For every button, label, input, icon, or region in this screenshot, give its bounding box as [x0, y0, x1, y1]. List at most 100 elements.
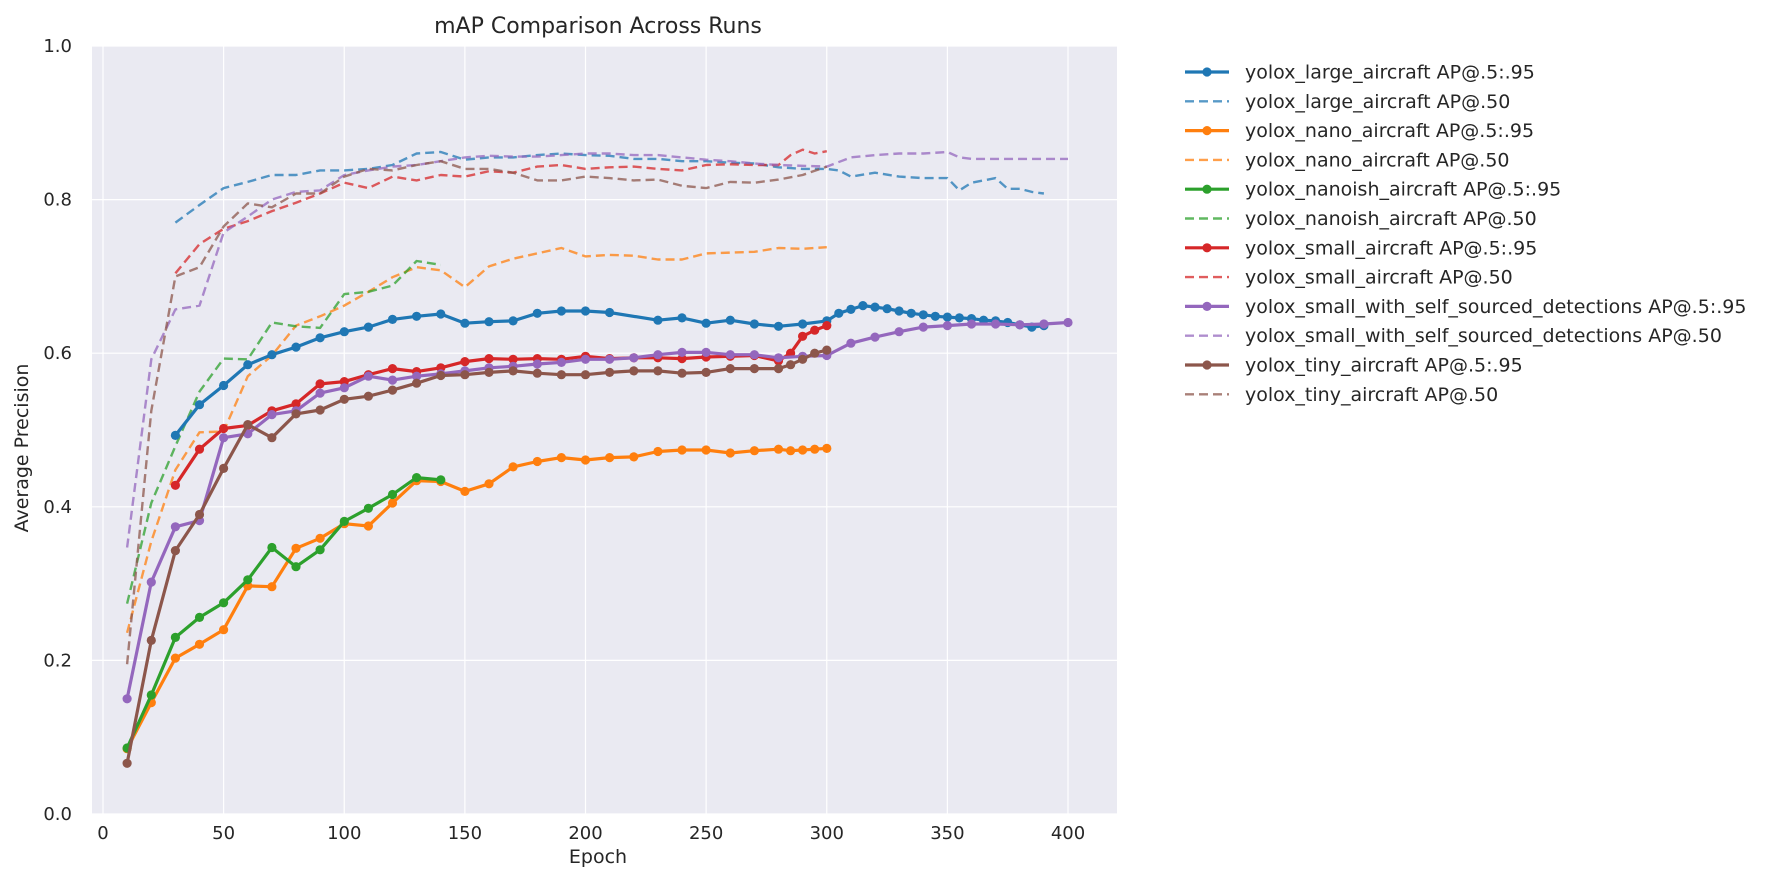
legend-label: yolox_nano_aircraft AP@.50	[1245, 149, 1510, 171]
series-layer	[122, 148, 1073, 768]
data-point	[315, 379, 325, 389]
data-point	[725, 350, 735, 360]
data-point	[387, 364, 398, 374]
data-point	[170, 653, 180, 663]
data-point	[822, 345, 832, 355]
data-point	[508, 462, 518, 472]
data-point	[194, 444, 205, 454]
data-point	[991, 319, 1001, 329]
data-point	[146, 690, 156, 700]
data-point	[508, 366, 518, 376]
data-point	[170, 632, 180, 643]
y-tick-label: 0.4	[43, 497, 72, 518]
legend-item: yolox_nano_aircraft AP@.50	[1185, 149, 1510, 171]
data-point	[822, 443, 832, 453]
legend-label: yolox_tiny_aircraft AP@.50	[1245, 384, 1498, 406]
legend-label: yolox_small_with_self_sourced_detections…	[1245, 296, 1746, 318]
data-point	[749, 446, 760, 456]
data-point	[339, 394, 349, 404]
data-point	[942, 312, 953, 322]
data-point	[387, 385, 398, 395]
y-tick-label: 1.0	[43, 36, 72, 57]
legend-item: yolox_tiny_aircraft AP@.5:.95	[1185, 355, 1523, 377]
x-tick-label: 0	[97, 823, 108, 844]
series-line	[125, 150, 1068, 548]
legend-marker	[1202, 301, 1212, 311]
data-point	[460, 370, 470, 380]
data-point	[412, 473, 422, 483]
data-point	[363, 503, 373, 513]
data-point	[954, 313, 965, 323]
x-tick-label: 400	[1051, 823, 1085, 844]
data-point	[460, 357, 470, 367]
data-point	[556, 370, 567, 380]
data-point	[701, 445, 711, 455]
data-point	[532, 359, 542, 369]
data-point	[870, 332, 880, 342]
y-tick-label: 0.6	[43, 343, 72, 364]
data-point	[653, 446, 663, 457]
data-point	[906, 308, 916, 318]
legend-label: yolox_nanoish_aircraft AP@.50	[1245, 208, 1537, 230]
series-line	[174, 150, 1045, 224]
data-point	[556, 306, 567, 316]
data-point	[122, 758, 132, 768]
data-point	[243, 575, 253, 585]
series-line	[125, 159, 828, 665]
data-point	[532, 456, 542, 467]
legend-item: yolox_nanoish_aircraft AP@.5:.95	[1185, 179, 1561, 201]
data-point	[194, 509, 205, 520]
x-tick-label: 200	[568, 823, 602, 844]
series-line	[125, 246, 827, 634]
legend: yolox_large_aircraft AP@.5:.95 yolox_larg…	[1185, 62, 1746, 406]
data-point	[810, 348, 820, 358]
x-tick-label: 250	[689, 823, 723, 844]
data-point	[339, 327, 349, 337]
x-tick-label: 350	[930, 823, 964, 844]
data-point	[725, 364, 735, 374]
data-point	[291, 342, 301, 352]
series-11	[122, 345, 832, 768]
data-point	[798, 445, 808, 455]
data-point	[786, 360, 796, 370]
data-point	[677, 347, 687, 357]
data-point	[786, 446, 796, 456]
data-point	[146, 635, 156, 646]
data-point	[363, 322, 373, 332]
data-point	[918, 322, 928, 332]
data-point	[219, 625, 229, 635]
data-point	[267, 350, 277, 360]
data-point	[484, 367, 494, 377]
data-point	[942, 321, 953, 331]
data-point	[194, 612, 205, 623]
data-point	[339, 516, 349, 527]
data-point	[870, 302, 880, 312]
legend-item: yolox_large_aircraft AP@.50	[1185, 91, 1510, 113]
data-point	[846, 304, 856, 314]
data-point	[170, 480, 180, 490]
data-point	[387, 498, 398, 508]
series-line	[125, 320, 1069, 700]
data-point	[170, 522, 180, 532]
legend-marker	[1202, 126, 1212, 136]
data-point	[315, 388, 325, 398]
data-point	[580, 354, 591, 364]
legend-label: yolox_nanoish_aircraft AP@.5:.95	[1245, 179, 1561, 201]
data-point	[834, 308, 844, 318]
data-point	[653, 366, 663, 376]
series-7	[170, 321, 832, 490]
x-tick-label: 150	[448, 823, 482, 844]
data-point	[605, 367, 615, 377]
legend-label: yolox_tiny_aircraft AP@.5:.95	[1245, 355, 1523, 377]
data-point	[267, 582, 277, 592]
data-point	[749, 364, 760, 374]
data-point	[363, 521, 373, 531]
data-point	[677, 368, 687, 378]
data-point	[701, 347, 711, 357]
legend-item: yolox_nanoish_aircraft AP@.50	[1185, 208, 1537, 230]
data-point	[532, 308, 542, 318]
data-point	[436, 475, 446, 485]
data-point	[1015, 320, 1025, 330]
data-point	[918, 310, 928, 320]
data-point	[267, 542, 277, 553]
